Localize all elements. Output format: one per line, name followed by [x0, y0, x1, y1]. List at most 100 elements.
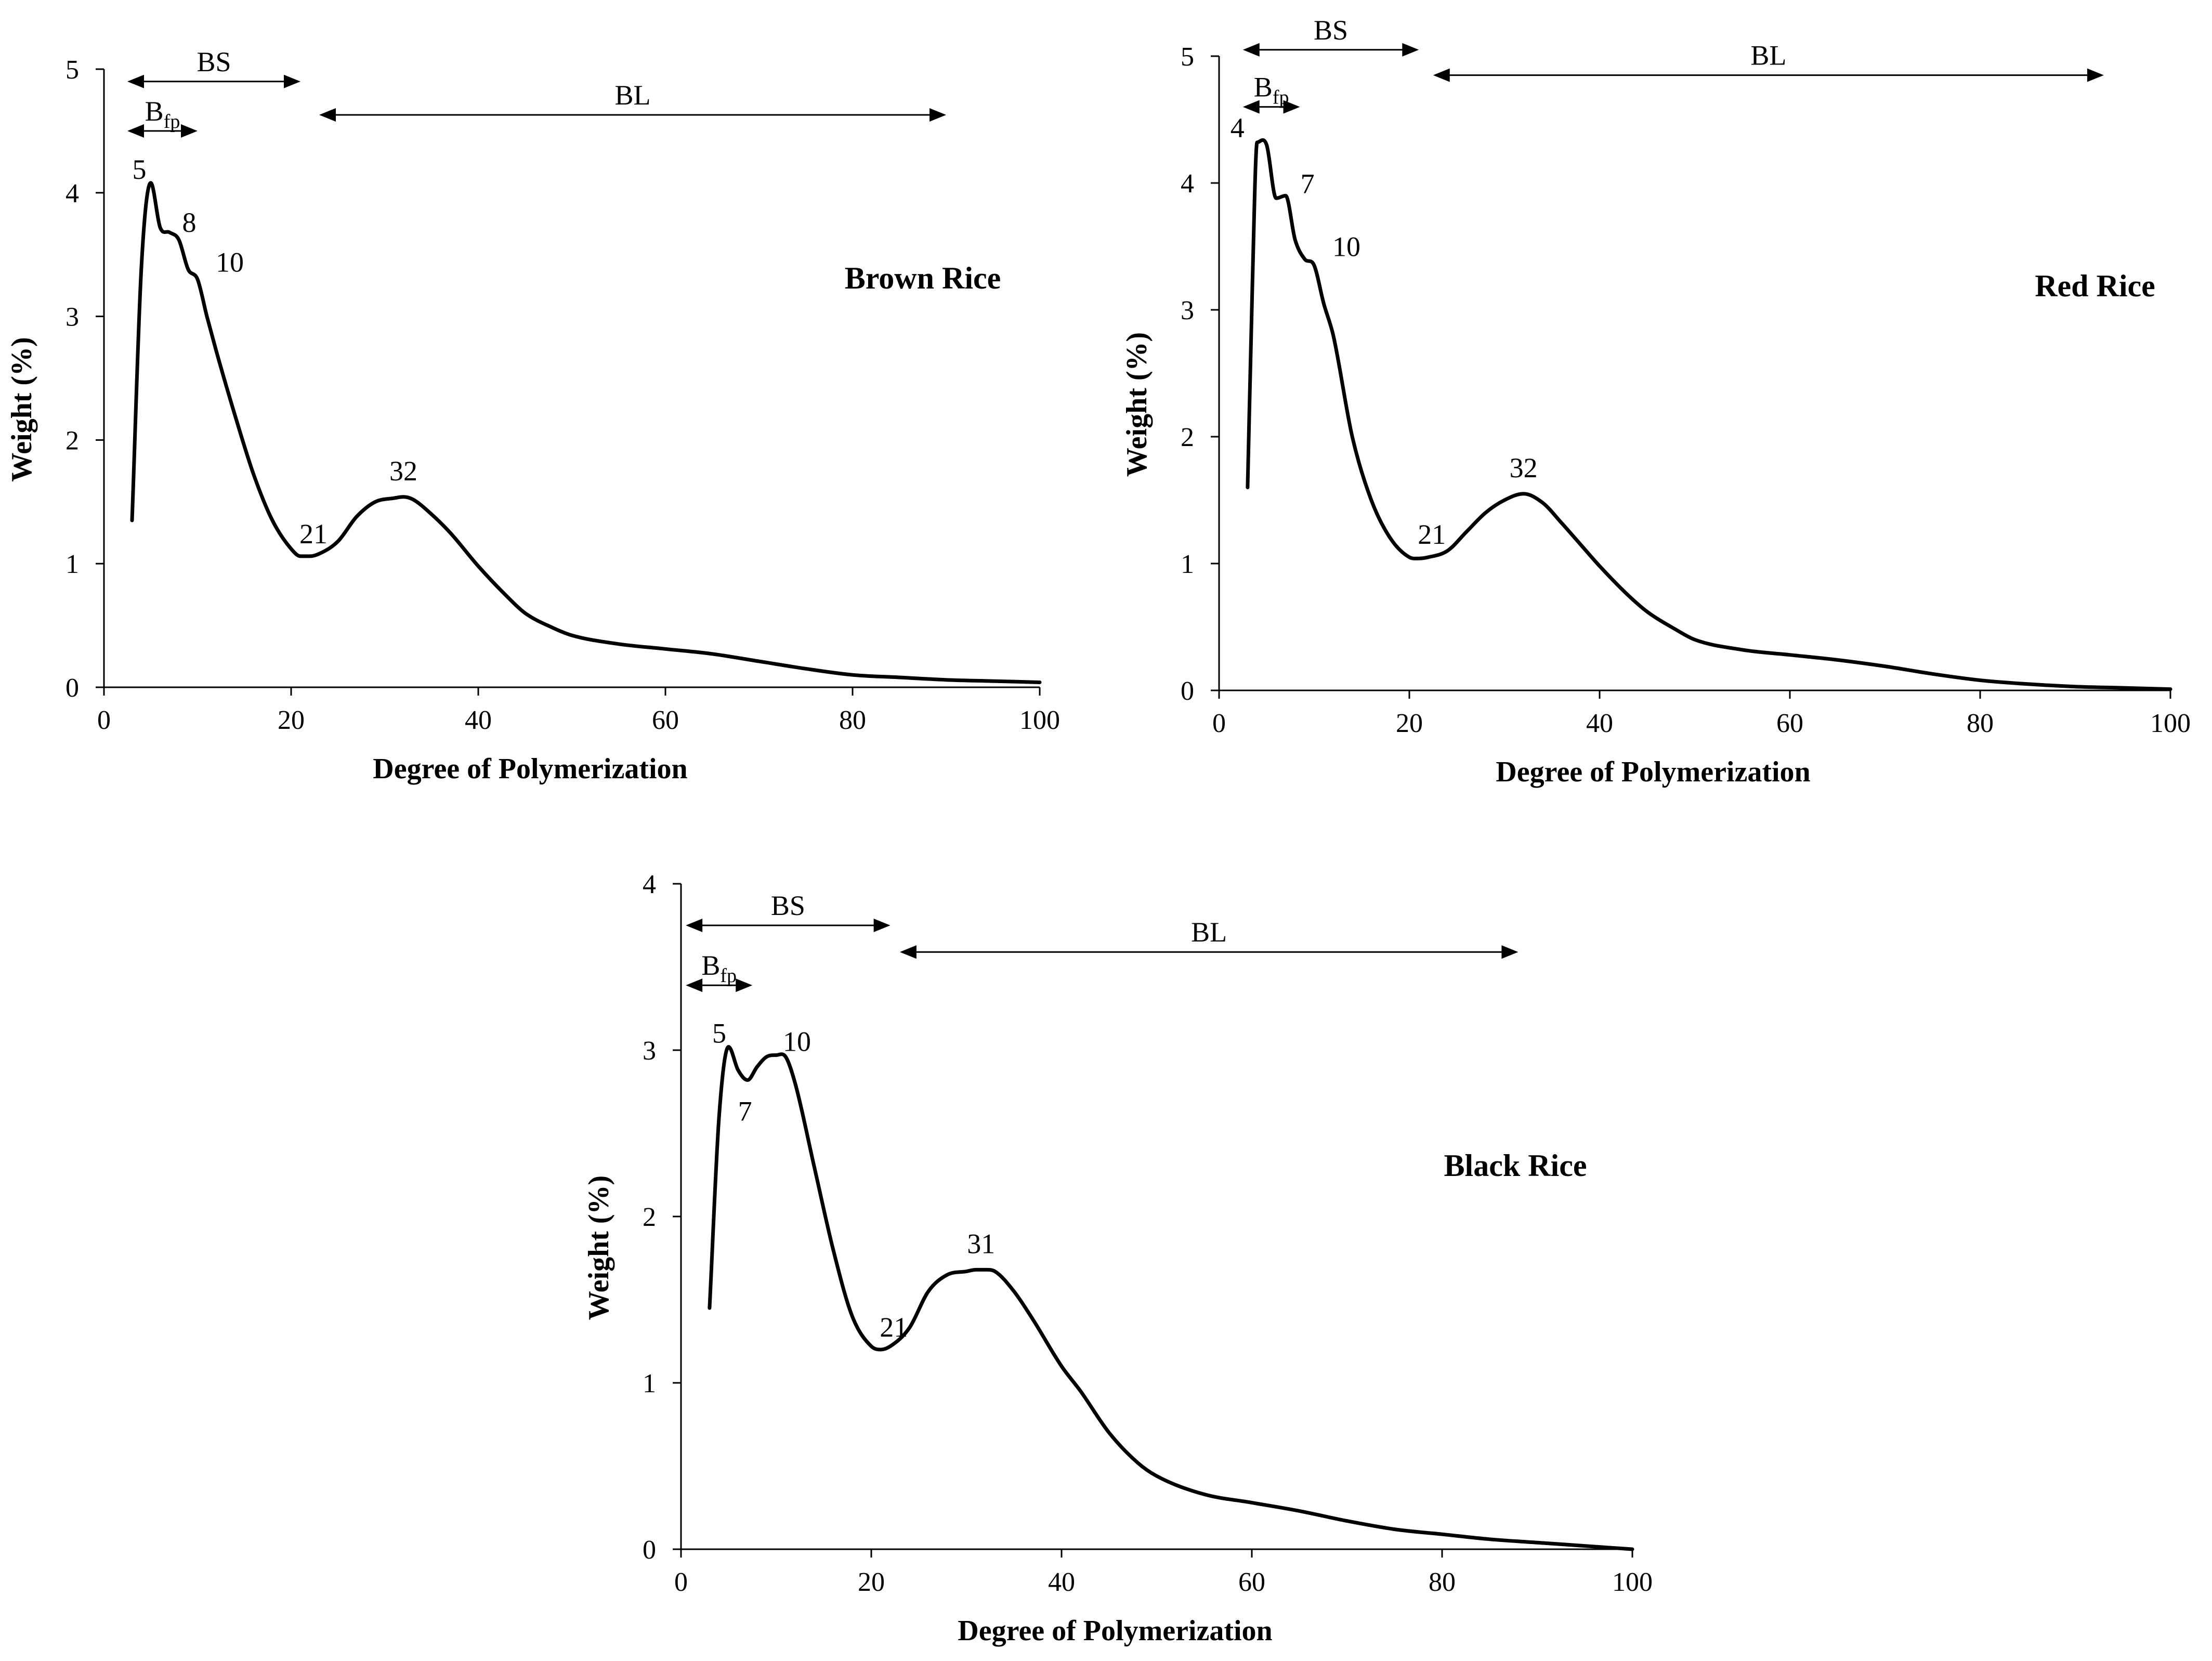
black-rice-dp-label: 31	[967, 1228, 995, 1259]
red-rice-x-tick-label: 20	[1396, 709, 1423, 738]
brown-rice-x-tick-label: 60	[652, 705, 679, 735]
brown-rice-dp-label: 32	[389, 455, 417, 487]
brown-rice-span-bfp: Bfp	[127, 96, 198, 138]
brown-rice-dp-label: 10	[216, 246, 244, 278]
red-rice-span-bl-label: BL	[1750, 40, 1786, 71]
brown-rice-x-tick-label: 0	[97, 705, 111, 735]
red-rice-y-tick-label: 0	[1181, 676, 1194, 706]
red-rice-dp-label: 7	[1301, 168, 1315, 199]
black-rice-x-tick-label: 100	[1612, 1567, 1653, 1597]
red-rice-span-bl-right-arrow	[2087, 68, 2104, 82]
black-rice-span-bl-label: BL	[1191, 917, 1227, 948]
brown-rice-span-bs: BS	[127, 46, 300, 88]
black-rice-dp-label: 7	[738, 1096, 752, 1127]
black-rice-y-tick-label: 3	[643, 1036, 656, 1066]
black-rice-y-tick-label: 0	[643, 1535, 656, 1565]
red-rice-dp-label: 4	[1231, 112, 1245, 143]
brown-rice-y-tick-label: 5	[66, 55, 79, 85]
black-rice-span-bs-right-arrow	[873, 919, 891, 932]
red-rice-y-tick-label: 1	[1181, 550, 1194, 579]
black-rice-x-tick-label: 80	[1429, 1567, 1456, 1597]
brown-rice-span-bs-label: BS	[197, 46, 231, 77]
brown-rice-span-bl-left-arrow	[319, 108, 336, 122]
red-rice-span-bfp-right-arrow	[1283, 100, 1300, 114]
black-rice-series-line	[708, 1045, 1634, 1551]
brown-rice-y-tick-label: 0	[66, 673, 79, 703]
brown-rice-y-tick-label: 4	[66, 179, 79, 208]
black-rice-span-bfp-left-arrow	[686, 978, 703, 992]
brown-rice-span-bs-left-arrow	[127, 74, 144, 88]
black-rice-x-axis-title: Degree of Polymerization	[958, 1615, 1272, 1647]
red-rice-span-bs-left-arrow	[1242, 43, 1260, 57]
red-rice-x-tick-label: 100	[2150, 709, 2191, 738]
black-rice-span-bfp: Bfp	[686, 950, 753, 992]
red-rice-dp-label: 10	[1332, 231, 1360, 263]
black-rice-span-bfp-label: Bfp	[701, 950, 737, 987]
red-rice-span-bs-right-arrow	[1402, 43, 1419, 57]
black-rice-dp-label: 5	[712, 1018, 726, 1049]
red-rice-y-tick-label: 5	[1181, 42, 1194, 72]
brown-rice-x-tick-label: 20	[278, 705, 305, 735]
brown-rice-span-bs-right-arrow	[284, 74, 300, 88]
brown-rice-span-bl-label: BL	[614, 80, 650, 111]
black-rice-dp-label: 10	[783, 1026, 811, 1057]
red-rice-title: Red Rice	[2035, 269, 2155, 303]
red-rice-span-bs-label: BS	[1314, 15, 1348, 46]
red-rice-x-tick-label: 40	[1586, 709, 1613, 738]
red-rice-span-bl: BL	[1433, 40, 2104, 82]
black-rice-span-bs-left-arrow	[686, 919, 703, 932]
red-rice-dp-label: 32	[1510, 452, 1538, 483]
black-rice-dp-label: 21	[880, 1312, 908, 1343]
black-rice-span-bl-right-arrow	[1501, 945, 1519, 959]
brown-rice-dp-label: 21	[299, 518, 328, 550]
red-rice-x-tick-label: 0	[1212, 709, 1226, 738]
brown-rice-dp-label: 8	[182, 207, 197, 238]
brown-rice-y-tick-label: 1	[66, 550, 79, 579]
black-rice-span-bs-label: BS	[771, 890, 805, 921]
black-rice-x-tick-label: 20	[858, 1567, 885, 1597]
black-rice-y-axis-title: Weight (%)	[583, 1175, 615, 1320]
black-rice-y-tick-label: 4	[643, 870, 656, 899]
red-rice-y-tick-label: 4	[1181, 169, 1194, 199]
brown-rice-y-tick-label: 2	[66, 426, 79, 455]
brown-rice-x-tick-label: 80	[839, 705, 866, 735]
black-rice-y-tick-label: 2	[643, 1202, 656, 1232]
black-rice-span-bl: BL	[899, 917, 1519, 959]
red-rice-panel: 0 20 40 60 80 100 0 1 2 3 4 5 Degree of Polymerizati…	[1121, 15, 2191, 788]
red-rice-series-line	[1246, 138, 2172, 691]
brown-rice-span-bl-right-arrow	[930, 108, 946, 122]
brown-rice-x-tick-label: 100	[1019, 705, 1060, 735]
red-rice-x-tick-label: 60	[1776, 709, 1803, 738]
black-rice-panel: 0 20 40 60 80 100 0 1 2 3 4 Degree of Polymerizatio…	[583, 870, 1653, 1647]
red-rice-dp-label: 21	[1418, 519, 1446, 550]
black-rice-title: Black Rice	[1444, 1148, 1587, 1183]
brown-rice-dp-label: 5	[133, 154, 147, 185]
red-rice-x-axis-title: Degree of Polymerization	[1496, 756, 1810, 788]
black-rice-span-bl-left-arrow	[899, 945, 917, 959]
brown-rice-panel: 0 20 40 60 80 100 0 1 2 3 4 5 Degree of Polymerizati…	[6, 46, 1060, 785]
brown-rice-span-bl: BL	[319, 80, 946, 122]
black-rice-span-bs: BS	[686, 890, 891, 932]
red-rice-y-axis-title: Weight (%)	[1121, 332, 1153, 477]
black-rice-x-tick-label: 40	[1048, 1567, 1075, 1597]
black-rice-x-tick-label: 0	[674, 1567, 688, 1597]
brown-rice-series-line	[130, 181, 1042, 684]
red-rice-y-tick-label: 3	[1181, 296, 1194, 325]
brown-rice-span-bfp-right-arrow	[181, 124, 198, 138]
brown-rice-x-axis-title: Degree of Polymerization	[373, 753, 687, 785]
black-rice-y-tick-label: 1	[643, 1369, 656, 1398]
black-rice-x-tick-label: 60	[1238, 1567, 1265, 1597]
red-rice-y-tick-label: 2	[1181, 423, 1194, 452]
brown-rice-title: Brown Rice	[845, 261, 1001, 295]
red-rice-span-bfp-left-arrow	[1242, 100, 1260, 114]
brown-rice-y-tick-label: 3	[66, 303, 79, 332]
red-rice-span-bl-left-arrow	[1433, 68, 1450, 82]
red-rice-span-bfp: Bfp	[1242, 72, 1300, 114]
brown-rice-x-tick-label: 40	[465, 705, 492, 735]
brown-rice-y-axis-title: Weight (%)	[6, 337, 38, 481]
red-rice-span-bs: BS	[1242, 15, 1419, 57]
red-rice-x-tick-label: 80	[1967, 709, 1994, 738]
brown-rice-span-bfp-left-arrow	[127, 124, 144, 138]
brown-rice-span-bfp-label: Bfp	[145, 96, 180, 133]
